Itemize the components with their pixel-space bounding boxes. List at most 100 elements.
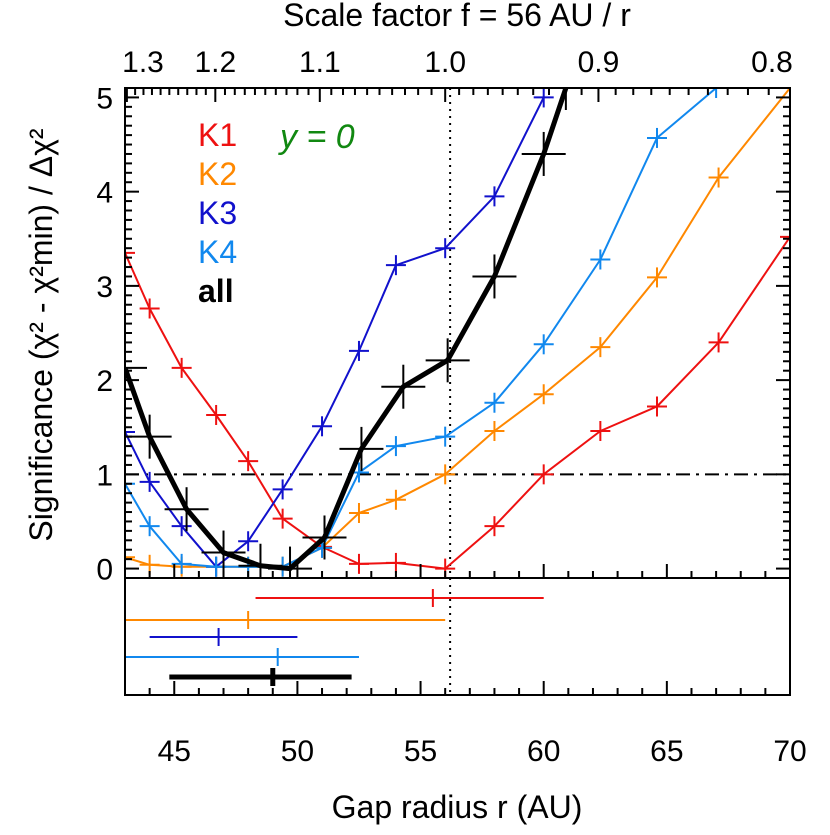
legend-item-all: all: [198, 273, 234, 309]
data-point-all: [164, 487, 209, 532]
annotation-y-equals-0: y = 0: [278, 118, 355, 156]
y-tick-label: 5: [96, 82, 113, 115]
series-line-K2: [125, 88, 790, 568]
y-tick-label: 0: [96, 554, 113, 587]
x-tick-label: 70: [773, 735, 806, 768]
top-tick-label: 1.2: [194, 46, 236, 79]
top-tick-label: 1.1: [299, 46, 341, 79]
data-point-K3: [312, 416, 333, 437]
data-point-K1: [533, 464, 554, 485]
x-tick-label: 65: [650, 735, 683, 768]
data-point-K2: [533, 384, 554, 405]
data-point-K1: [385, 552, 406, 573]
top-tick-label: 1.0: [424, 46, 466, 79]
data-point-K2: [385, 489, 406, 510]
data-point-all: [238, 543, 283, 578]
data-point-K2: [590, 337, 611, 358]
bottom-panel-ranges: [125, 589, 544, 686]
y-tick-label: 2: [96, 365, 113, 398]
series-all: [125, 88, 588, 578]
data-point-K3: [533, 88, 554, 108]
series-line-K3: [125, 96, 545, 568]
data-point-K4: [647, 127, 667, 148]
legend-item-K1: K1: [198, 117, 237, 153]
data-point-all: [543, 88, 588, 110]
range-K4: [125, 648, 359, 666]
data-point-K1: [780, 226, 790, 247]
data-point-K1: [206, 404, 227, 425]
legend-item-K4: K4: [198, 234, 237, 270]
data-point-all: [425, 338, 470, 383]
data-point-all: [268, 546, 313, 578]
data-point-K4: [171, 553, 192, 574]
y-tick-label: 1: [96, 459, 113, 492]
data-point-all: [125, 345, 147, 390]
data-point-K4: [484, 392, 505, 413]
data-point-K4: [533, 334, 554, 355]
data-point-K3: [238, 531, 259, 552]
x-tick-label: 50: [281, 735, 314, 768]
data-point-all: [521, 131, 566, 176]
y-tick-label: 3: [96, 271, 113, 304]
data-point-K1: [708, 332, 729, 353]
data-series: [125, 88, 790, 578]
data-point-all: [127, 414, 172, 459]
data-point-K2: [708, 167, 729, 188]
data-point-K3: [125, 421, 135, 442]
top-axis-title: Scale factor f = 56 AU / r: [283, 0, 631, 33]
data-point-K3: [385, 255, 406, 276]
data-point-K1: [139, 298, 160, 319]
data-point-all: [472, 254, 517, 299]
series-line-all: [125, 88, 569, 572]
data-point-K4: [590, 249, 611, 270]
range-all: [169, 668, 352, 686]
series-line-K1: [125, 236, 790, 570]
data-point-K3: [484, 186, 505, 207]
data-point-K3: [435, 238, 456, 259]
data-point-K3: [139, 471, 160, 492]
data-point-K2: [348, 502, 369, 523]
data-point-K1: [590, 421, 611, 441]
y-axis-title: Significance (χ² - χ²min) / Δχ²: [23, 128, 59, 542]
range-K3: [149, 628, 298, 646]
x-axis-title: Gap radius r (AU): [332, 789, 583, 825]
data-point-K2: [484, 421, 505, 441]
data-point-K1: [647, 396, 667, 417]
data-point-all: [201, 530, 246, 575]
x-tick-label: 45: [158, 735, 191, 768]
top-tick-label: 1.3: [122, 46, 164, 79]
data-point-K1: [125, 242, 135, 263]
data-point-K3: [171, 516, 192, 537]
data-point-K3: [348, 340, 369, 361]
data-point-K2: [435, 464, 456, 485]
data-point-K1: [272, 508, 293, 529]
top-tick-label: 0.8: [751, 46, 793, 79]
y-tick-label: 4: [96, 177, 113, 210]
data-point-K4: [435, 426, 456, 447]
lower-panel-frame: [124, 577, 791, 696]
data-point-K2: [647, 267, 667, 288]
range-K1: [255, 589, 544, 607]
data-point-K4: [139, 516, 160, 537]
top-tick-label: 0.9: [578, 46, 620, 79]
data-point-K1: [238, 451, 259, 472]
data-point-all: [339, 426, 384, 471]
data-point-K2: [125, 547, 135, 568]
data-point-K4: [706, 88, 727, 98]
data-point-K1: [171, 357, 192, 378]
data-point-all: [381, 364, 426, 409]
data-point-K4: [385, 436, 406, 457]
series-K3: [125, 88, 554, 577]
legend-item-K2: K2: [198, 156, 237, 192]
reference-lines: [125, 88, 790, 695]
data-point-K3: [272, 479, 293, 500]
x-tick-label: 55: [404, 735, 437, 768]
data-point-K1: [348, 553, 369, 574]
legend-item-K3: K3: [198, 195, 237, 231]
data-point-K1: [484, 516, 505, 537]
x-tick-label: 60: [527, 735, 560, 768]
data-point-all: [302, 515, 347, 560]
